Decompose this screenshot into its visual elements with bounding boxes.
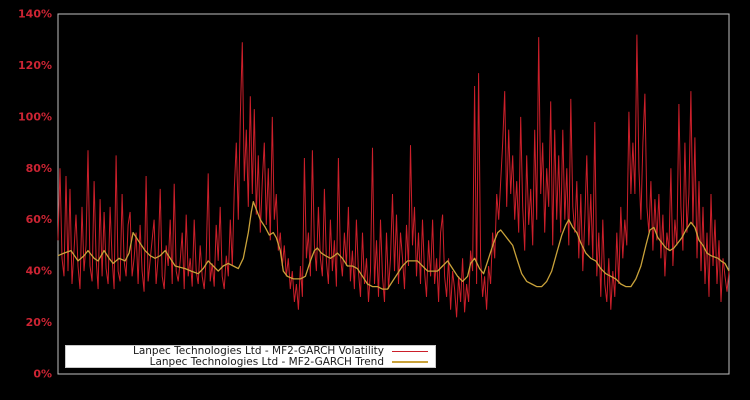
legend-line-sample-volatility <box>392 350 428 352</box>
legend-entry-volatility: Lanpec Technologies Ltd - MF2-GARCH Vola… <box>66 346 435 357</box>
y-tick-label: 80% <box>26 162 52 175</box>
legend-line-sample-trend <box>392 361 428 363</box>
trend-line <box>57 201 730 290</box>
y-tick-label: 0% <box>33 368 52 381</box>
volatility-line <box>57 34 730 318</box>
plot-frame <box>57 13 730 375</box>
legend-label-trend: Lanpec Technologies Ltd - MF2-GARCH Tren… <box>149 355 384 368</box>
y-tick-label: 100% <box>18 110 52 123</box>
y-tick-label: 60% <box>26 213 52 226</box>
legend-entry-trend: Lanpec Technologies Ltd - MF2-GARCH Tren… <box>66 355 435 368</box>
y-tick-label: 40% <box>26 265 52 278</box>
legend-label-volatility: Lanpec Technologies Ltd - MF2-GARCH Vola… <box>132 345 384 357</box>
y-tick-label: 20% <box>26 316 52 329</box>
y-tick-label: 140% <box>18 8 52 21</box>
legend: Lanpec Technologies Ltd - MF2-GARCH Vola… <box>65 345 436 368</box>
y-tick-label: 120% <box>18 59 52 72</box>
